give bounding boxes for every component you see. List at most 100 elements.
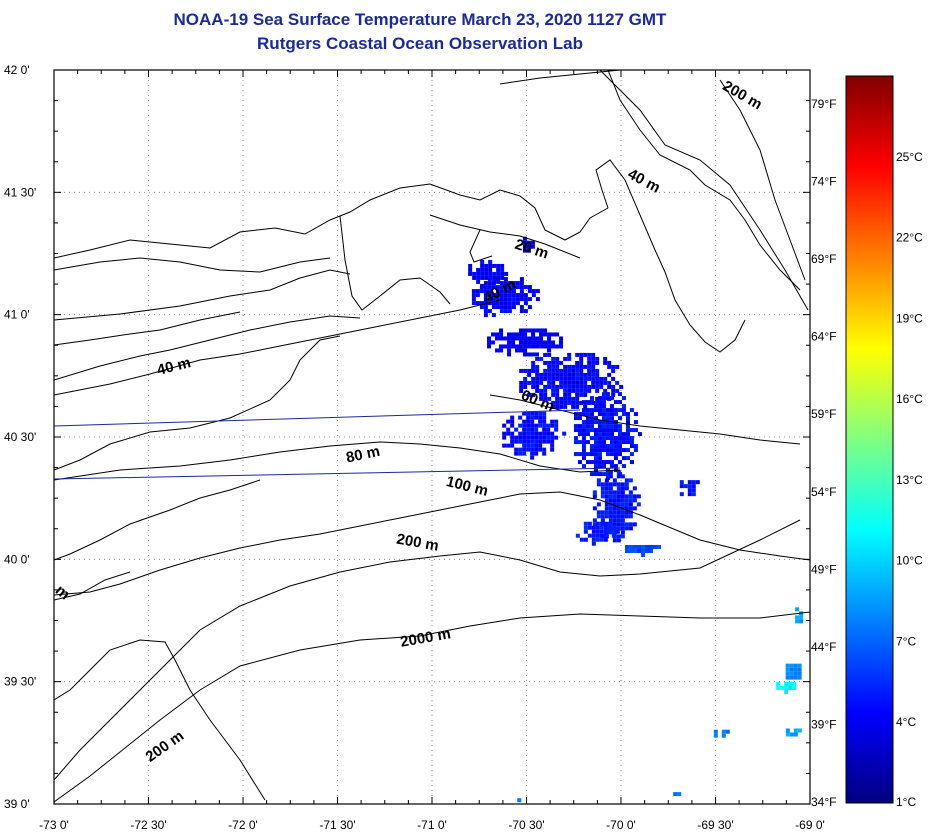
sst-pixel xyxy=(534,439,539,444)
sst-pixel xyxy=(554,423,559,428)
lon-tick-label: -70 0' xyxy=(606,818,636,832)
lat-tick-label: 41 30' xyxy=(4,185,36,199)
lat-tick-label: 40 0' xyxy=(4,552,30,566)
sst-pixel xyxy=(592,494,597,499)
sst-pixel xyxy=(547,396,552,401)
sst-pixel xyxy=(575,368,580,373)
sst-pixel xyxy=(488,263,493,268)
sst-pixel xyxy=(587,384,592,389)
sst-pixel xyxy=(502,431,507,436)
contour-label: 200 m xyxy=(395,531,440,555)
sst-pixel xyxy=(479,301,484,306)
sst-pixel xyxy=(601,464,606,469)
sst-pixel xyxy=(468,263,473,268)
sst-pixel xyxy=(793,667,798,672)
sst-pixel xyxy=(608,518,613,523)
sst-pixel xyxy=(595,376,600,381)
sst-pixel xyxy=(591,533,596,538)
lon-tick-label: -72 0' xyxy=(228,818,258,832)
sst-pixel xyxy=(503,305,508,310)
sst-pixel xyxy=(595,368,600,373)
sst-pixel xyxy=(546,427,551,432)
sst-pixel xyxy=(535,384,540,389)
sst-pixel xyxy=(687,484,692,489)
sst-pixel xyxy=(620,518,625,523)
sst-pixel xyxy=(483,305,488,310)
sst-pixel xyxy=(604,502,609,507)
sst-pixel xyxy=(613,440,618,445)
map-grid xyxy=(53,69,811,805)
sst-pixel xyxy=(620,534,625,539)
sst-pixel xyxy=(506,431,511,436)
sst-pixel xyxy=(581,456,586,461)
sst-pixel xyxy=(629,428,634,433)
sst-pixel xyxy=(620,494,625,499)
sst-pixel xyxy=(507,293,512,298)
sst-pixel xyxy=(522,248,527,253)
sst-pixel xyxy=(579,368,584,373)
sst-pixel xyxy=(589,452,594,457)
sst-pixel xyxy=(515,332,520,337)
sst-pixel xyxy=(603,380,608,385)
sst-pixel xyxy=(542,411,547,416)
sst-pixel xyxy=(499,297,504,302)
sst-pixel xyxy=(510,415,515,420)
sst-pixel xyxy=(563,400,568,405)
sst-pixel xyxy=(476,271,481,276)
sst-pixel xyxy=(793,675,798,680)
sst-pixel xyxy=(535,356,540,361)
sst-pixel xyxy=(530,451,535,456)
sst-pixel xyxy=(605,476,610,481)
sst-pixel xyxy=(597,448,602,453)
sst-pixel xyxy=(624,482,629,487)
sst-pixel xyxy=(593,416,598,421)
sst-pixel xyxy=(539,388,544,393)
sst-pixel xyxy=(573,416,578,421)
sst-pixel xyxy=(503,301,508,306)
sst-pixel xyxy=(679,480,684,485)
sst-pixel xyxy=(604,498,609,503)
sst-pixel xyxy=(617,444,622,449)
sst-pixel xyxy=(657,544,661,549)
sst-pixel xyxy=(587,376,592,381)
sst-pixel xyxy=(597,452,602,457)
sst-pixel xyxy=(488,267,493,272)
sst-pixel xyxy=(483,285,488,290)
sst-pixel xyxy=(554,427,559,432)
sst-pixel xyxy=(577,460,582,465)
sst-pixel xyxy=(531,289,536,294)
sst-pixel xyxy=(597,464,602,469)
sst-pixel xyxy=(583,388,588,393)
sst-pixel xyxy=(547,368,552,373)
sst-pixel xyxy=(503,281,508,286)
sst-pixel xyxy=(479,285,484,290)
lon-tick-label: -71 0' xyxy=(417,818,447,832)
sst-pixel xyxy=(567,396,572,401)
sst-pixel xyxy=(585,460,590,465)
sst-pixel xyxy=(555,396,560,401)
sst-pixel xyxy=(792,685,797,690)
sst-pixel xyxy=(563,392,568,397)
sst-pixel xyxy=(612,494,617,499)
sst-pixel xyxy=(620,526,625,531)
sst-pixel xyxy=(523,297,528,302)
sst-pixel xyxy=(612,490,617,495)
sst-pixel xyxy=(507,285,512,290)
sst-pixel xyxy=(546,439,551,444)
sst-pixel xyxy=(502,435,507,440)
sst-pixel xyxy=(581,424,586,429)
sst-pixel xyxy=(797,728,802,733)
sst-pixel xyxy=(792,681,797,686)
sst-pixel xyxy=(484,267,489,272)
sst-pixel xyxy=(628,510,633,515)
sst-pixel xyxy=(583,392,588,397)
sst-pixel xyxy=(571,404,576,409)
sst-pixel xyxy=(567,364,572,369)
sst-pixel xyxy=(628,494,633,499)
sst-pixel xyxy=(510,423,515,428)
sst-pixel xyxy=(617,452,622,457)
sst-pixel xyxy=(567,392,572,397)
sst-pixel xyxy=(503,285,508,290)
sst-pixel xyxy=(511,285,516,290)
sst-pixel xyxy=(583,521,588,526)
